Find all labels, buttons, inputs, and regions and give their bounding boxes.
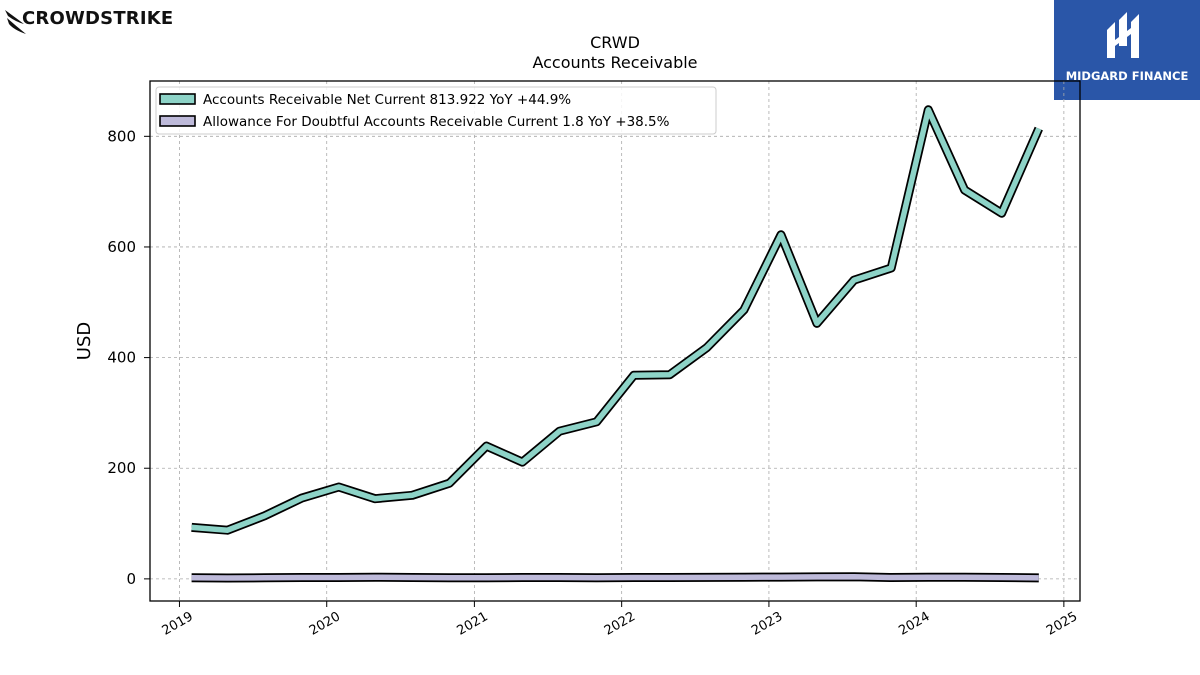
plot-frame <box>149 80 1081 602</box>
x-tick-label: 2020 <box>307 609 343 639</box>
x-tick-label: 2025 <box>1044 609 1080 639</box>
y-axis-ticks: 0 200 400 600 800 <box>107 127 150 588</box>
series-line <box>191 107 1042 533</box>
grid <box>150 81 1080 601</box>
x-tick-label: 2022 <box>602 609 638 639</box>
y-tick-label: 400 <box>107 349 136 367</box>
crowdstrike-wordmark: CROWDSTRIKE <box>22 8 174 29</box>
legend-box <box>155 86 717 135</box>
legend-label-ar-net: Accounts Receivable Net Current 813.922 … <box>203 92 571 108</box>
midgard-finance-wordmark: MIDGARD FINANCE <box>1065 69 1189 83</box>
series-lines <box>191 105 1043 583</box>
x-tick-label: 2023 <box>749 609 785 639</box>
y-tick-label: 600 <box>107 238 136 256</box>
x-tick-label: 2019 <box>160 609 196 639</box>
y-tick-label: 0 <box>126 570 136 588</box>
y-tick-label: 200 <box>107 459 136 477</box>
series-allowance-doubtful <box>191 572 1039 583</box>
series-line <box>191 573 1039 581</box>
midgard-finance-logo: MIDGARD FINANCE <box>1054 0 1200 100</box>
x-tick-label: 2024 <box>896 609 932 639</box>
crowdstrike-logo: CROWDSTRIKE <box>5 4 206 40</box>
legend-label-allowance: Allowance For Doubtful Accounts Receivab… <box>203 114 670 130</box>
legend-swatch-ar-net <box>159 93 196 105</box>
legend-swatch-allowance <box>159 115 196 127</box>
legend: Accounts Receivable Net Current 813.922 … <box>155 86 717 135</box>
falcon-logo-icon <box>5 10 26 34</box>
chart-title: CRWD <box>590 33 640 52</box>
x-axis-ticks: 2019 2020 2021 2022 2023 2024 2025 <box>160 601 1080 639</box>
midgard-m-logo-icon <box>1107 12 1139 58</box>
y-axis-label: USD <box>74 322 95 360</box>
x-tick-label: 2021 <box>455 609 491 639</box>
series-ar-net-current <box>191 105 1043 535</box>
y-tick-label: 800 <box>107 127 136 145</box>
chart-subtitle: Accounts Receivable <box>532 53 697 72</box>
